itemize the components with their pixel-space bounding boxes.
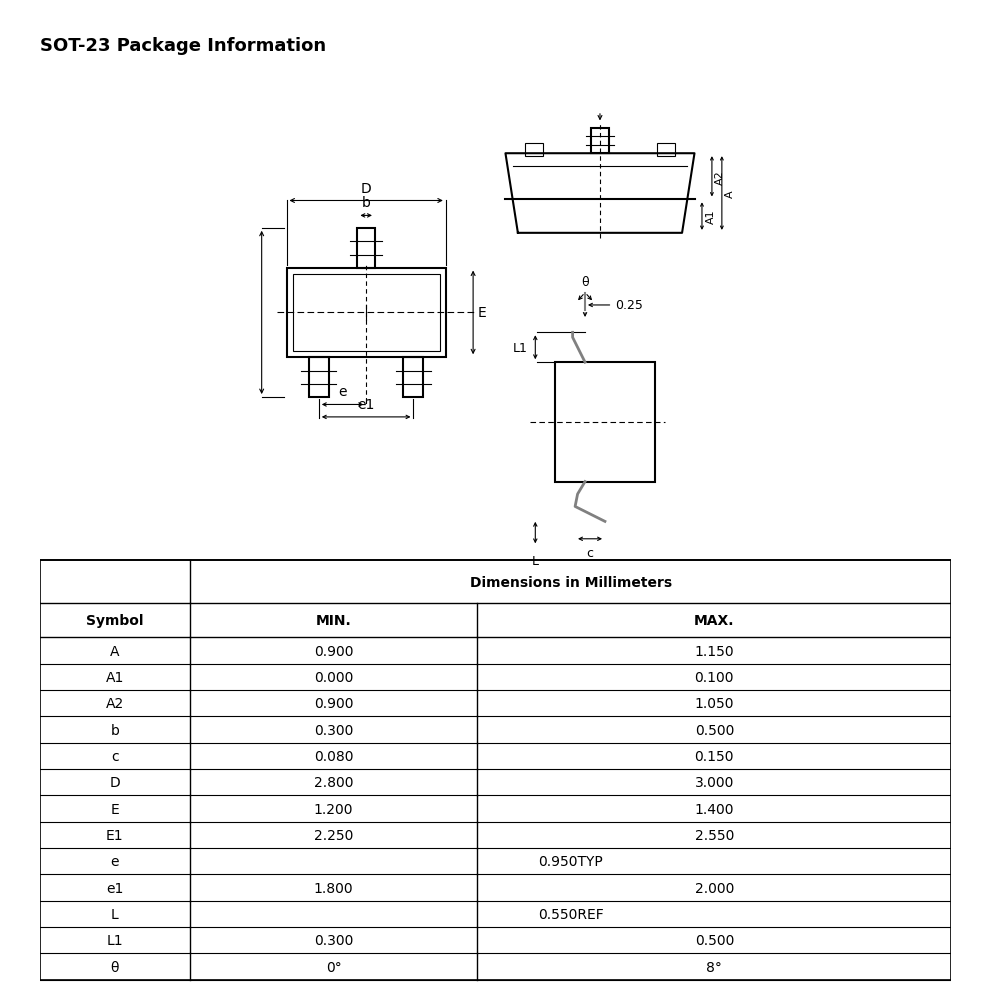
Text: 1.800: 1.800 (314, 881, 354, 895)
Text: 1.400: 1.400 (695, 802, 734, 816)
Bar (657, 144, 675, 156)
Text: 3.000: 3.000 (695, 775, 734, 789)
Text: 0.300: 0.300 (314, 723, 354, 737)
Text: L: L (111, 908, 119, 921)
Text: 0.550REF: 0.550REF (538, 908, 604, 921)
Text: SOT-23 Package Information: SOT-23 Package Information (40, 37, 326, 55)
Text: 0.25: 0.25 (614, 299, 643, 312)
Text: MIN.: MIN. (316, 613, 352, 628)
Text: A1: A1 (706, 210, 716, 225)
Bar (309, 358, 329, 398)
Text: e: e (111, 855, 119, 869)
Bar (358, 229, 375, 268)
Text: 2.000: 2.000 (695, 881, 734, 895)
Text: e1: e1 (358, 398, 375, 412)
Text: b: b (362, 196, 371, 211)
Text: A: A (110, 644, 120, 658)
Text: c: c (111, 749, 119, 763)
Text: 0.150: 0.150 (695, 749, 734, 763)
Text: 0.100: 0.100 (695, 670, 734, 684)
Bar (555, 363, 655, 482)
Text: e: e (338, 385, 347, 399)
Text: 0.300: 0.300 (314, 933, 354, 947)
Text: MAX.: MAX. (694, 613, 734, 628)
Text: 0.900: 0.900 (314, 644, 354, 658)
Text: A2: A2 (106, 697, 124, 711)
Text: Dimensions in Millimeters: Dimensions in Millimeters (470, 576, 672, 589)
Text: Symbol: Symbol (86, 613, 144, 628)
Text: 8°: 8° (707, 959, 722, 974)
Bar (286, 268, 446, 358)
Bar (292, 274, 440, 352)
Text: D: D (361, 181, 372, 196)
Text: A: A (725, 190, 735, 198)
Text: 1.200: 1.200 (314, 802, 354, 816)
Text: D: D (109, 775, 120, 789)
Text: E1: E1 (106, 828, 124, 842)
Text: 0.950TYP: 0.950TYP (538, 855, 604, 869)
Text: L1: L1 (513, 341, 528, 355)
Text: 1.150: 1.150 (695, 644, 734, 658)
Text: 0.500: 0.500 (695, 933, 734, 947)
Bar (403, 358, 423, 398)
Text: 2.550: 2.550 (695, 828, 734, 842)
Text: b: b (110, 723, 119, 737)
Text: θ: θ (111, 959, 119, 974)
Text: L: L (532, 555, 539, 568)
Bar (525, 144, 543, 156)
Text: e1: e1 (106, 881, 124, 895)
Text: E: E (478, 306, 487, 320)
Text: 2.800: 2.800 (314, 775, 354, 789)
Text: 0.500: 0.500 (695, 723, 734, 737)
Text: L1: L1 (107, 933, 123, 947)
Text: A1: A1 (106, 670, 124, 684)
Bar (592, 129, 608, 154)
Text: θ: θ (582, 275, 589, 288)
Text: A2: A2 (716, 170, 725, 185)
Text: E: E (110, 802, 119, 816)
Text: 1.050: 1.050 (695, 697, 734, 711)
Text: c: c (587, 547, 594, 560)
Text: 0.080: 0.080 (314, 749, 354, 763)
Text: 0.000: 0.000 (314, 670, 354, 684)
Text: 0.900: 0.900 (314, 697, 354, 711)
Text: 2.250: 2.250 (314, 828, 354, 842)
Text: 0°: 0° (326, 959, 342, 974)
